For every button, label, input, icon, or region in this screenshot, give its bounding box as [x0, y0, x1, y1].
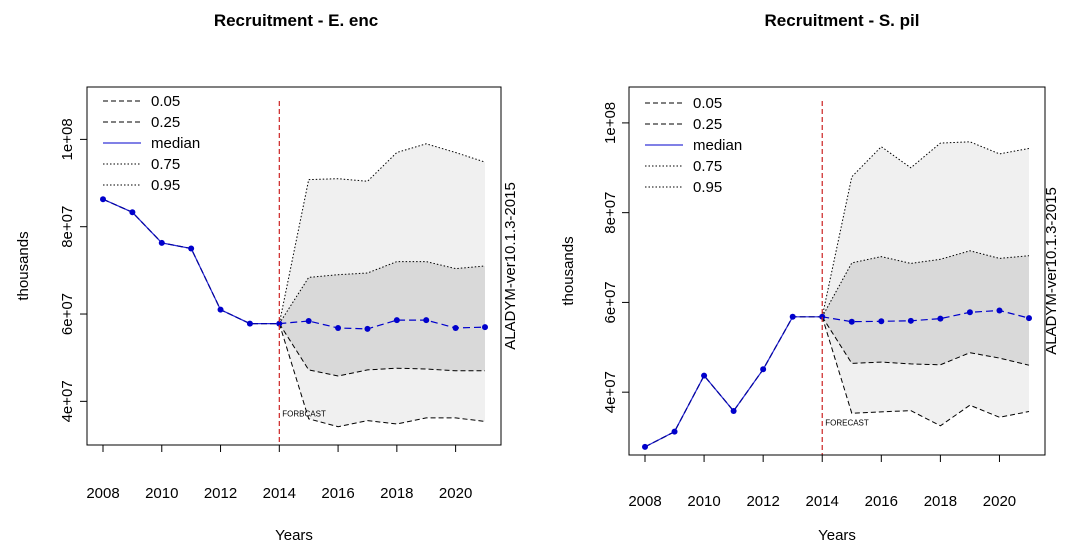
e-enc-y-axis-label: thousands: [15, 231, 32, 300]
e-enc-chart-title: Recruitment - E. enc: [214, 11, 378, 30]
s-pil-x-tick-label-2018: 2018: [924, 493, 957, 510]
e-enc-y-tick-label-1: 6e+07: [59, 293, 76, 335]
e-enc-point-hist-2012: [217, 306, 224, 313]
s-pil-y-tick-label-0: 4e+07: [602, 371, 619, 413]
e-enc-legend-label-0: 0.05: [151, 93, 180, 110]
s-pil-point-hist-2012: [760, 366, 767, 373]
e-enc-point-fc-2021: [482, 324, 488, 331]
e-enc-x-tick-label-2010: 2010: [145, 485, 178, 502]
s-pil-point-hist-2011: [730, 408, 737, 415]
s-pil-point-hist-2010: [701, 372, 708, 379]
s-pil-x-tick-label-2012: 2012: [746, 493, 779, 510]
s-pil-forecast-label: FORECAST: [825, 419, 869, 428]
e-enc-point-fc-2020: [452, 324, 459, 331]
e-enc-point-fc-2015: [305, 318, 312, 325]
e-enc-x-axis-label: Years: [275, 527, 313, 544]
s-pil-x-tick-label-2014: 2014: [806, 493, 839, 510]
s-pil-point-fc-2019: [966, 309, 973, 316]
e-enc-side-label: ALADYM-ver10.1.3-2015: [502, 182, 519, 350]
s-pil-x-tick-label-2020: 2020: [983, 493, 1016, 510]
e-enc-line-historical-dash: [102, 198, 280, 325]
e-enc-forecast-label: FORBCAST: [282, 409, 326, 418]
s-pil-y-tick-label-2: 8e+07: [602, 192, 619, 234]
e-enc-point-hist-2014: [276, 320, 283, 327]
recruitment-e-enc-chart: Recruitment - E. enc FORBCAST 2008 2010 2012…: [15, 11, 519, 544]
s-pil-point-fc-2015: [848, 318, 855, 325]
s-pil-point-hist-2009: [671, 428, 678, 435]
s-pil-band-25-75: [822, 250, 1029, 366]
s-pil-line-historical-dash: [644, 316, 823, 448]
e-enc-point-hist-2008: [100, 196, 106, 203]
e-enc-x-tick-label-2020: 2020: [439, 485, 472, 502]
s-pil-x-tick-label-2016: 2016: [865, 493, 898, 510]
e-enc-point-fc-2016: [335, 324, 342, 331]
e-enc-line-q75: [278, 261, 486, 324]
e-enc-point-hist-2009: [129, 209, 136, 216]
s-pil-point-hist-2013: [789, 313, 796, 320]
e-enc-line-historical-median: [102, 198, 280, 325]
s-pil-legend-label-0: 0.05: [693, 95, 722, 112]
e-enc-legend-label-3: 0.75: [151, 156, 180, 173]
e-enc-point-hist-2013: [246, 320, 253, 327]
s-pil-x-axis-label: Years: [818, 527, 856, 544]
e-enc-line-q95: [278, 143, 486, 324]
e-enc-x-tick-label-2014: 2014: [263, 485, 296, 502]
e-enc-line-median-forecast: [279, 319, 486, 330]
s-pil-point-fc-2017: [907, 317, 914, 324]
e-enc-plot-frame: [86, 86, 502, 446]
s-pil-line-q05: [821, 316, 1030, 427]
e-enc-x-tick-label-2008: 2008: [86, 485, 119, 502]
s-pil-line-q25: [821, 316, 1030, 366]
e-enc-point-fc-2018: [393, 317, 400, 324]
s-pil-point-fc-2018: [937, 315, 944, 322]
e-enc-point-fc-2019: [423, 317, 430, 324]
s-pil-y-tick-label-1: 6e+07: [602, 281, 619, 323]
e-enc-legend-label-4: 0.95: [151, 177, 180, 194]
s-pil-point-fc-2020: [996, 307, 1003, 314]
s-pil-legend-label-1: 0.25: [693, 116, 722, 133]
e-enc-line-q05: [278, 323, 486, 428]
e-enc-x-tick-label-2016: 2016: [321, 485, 354, 502]
e-enc-band-25-75: [279, 261, 485, 376]
s-pil-line-q75: [821, 250, 1030, 318]
e-enc-legend-label-1: 0.25: [151, 114, 180, 131]
s-pil-point-fc-2016: [878, 318, 885, 325]
s-pil-point-fc-2021: [1026, 315, 1032, 322]
recruitment-s-pil-chart: Recruitment - S. pil FORECAST 2008 2010 2012…: [560, 11, 1060, 544]
s-pil-legend-label-4: 0.95: [693, 179, 722, 196]
s-pil-legend-label-3: 0.75: [693, 158, 722, 175]
e-enc-y-tick-label-3: 1e+08: [59, 118, 76, 160]
s-pil-point-hist-2014: [819, 313, 826, 320]
s-pil-chart-title: Recruitment - S. pil: [765, 11, 920, 30]
s-pil-line-q95: [821, 141, 1030, 317]
e-enc-y-tick-label-0: 4e+07: [59, 380, 76, 422]
s-pil-plot-frame: [628, 86, 1046, 456]
e-enc-x-tick-label-2012: 2012: [204, 485, 237, 502]
e-enc-point-fc-2017: [364, 325, 371, 332]
e-enc-line-q25: [278, 323, 485, 377]
e-enc-x-tick-label-2018: 2018: [380, 485, 413, 502]
s-pil-legend-label-2: median: [693, 137, 742, 154]
e-enc-point-hist-2010: [158, 239, 165, 246]
s-pil-y-tick-label-3: 1e+08: [602, 102, 619, 144]
s-pil-side-label: ALADYM-ver10.1.3-2015: [1043, 187, 1060, 355]
e-enc-y-tick-label-2: 8e+07: [59, 206, 76, 248]
s-pil-line-median-forecast: [822, 309, 1030, 323]
s-pil-line-historical-median: [644, 316, 823, 448]
s-pil-x-tick-label-2010: 2010: [687, 493, 720, 510]
s-pil-x-tick-label-2008: 2008: [628, 493, 661, 510]
e-enc-legend-label-2: median: [151, 135, 200, 152]
s-pil-point-hist-2008: [642, 443, 648, 450]
s-pil-y-axis-label: thousands: [560, 236, 577, 305]
e-enc-point-hist-2011: [188, 245, 195, 252]
